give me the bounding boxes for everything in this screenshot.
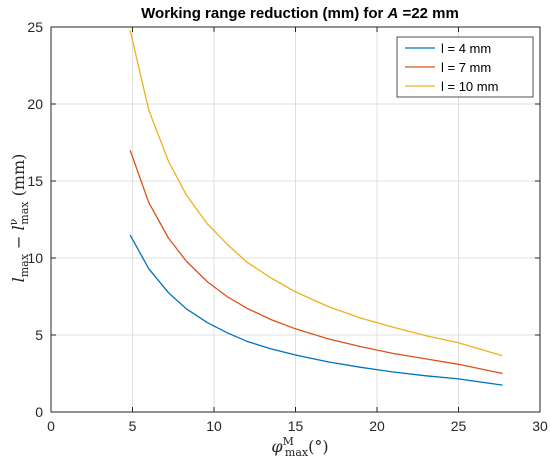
y-tick-label: 15 — [27, 173, 43, 189]
legend-label-2: l = 7 mm — [441, 60, 491, 75]
series-line-3 — [129, 29, 503, 357]
y-tick-label: 20 — [27, 96, 43, 112]
series-line-2 — [129, 149, 503, 375]
legend-label-1: l = 4 mm — [441, 41, 491, 56]
x-tick-label: 25 — [451, 418, 467, 434]
x-tick-label: 15 — [288, 418, 304, 434]
series-lines — [129, 29, 503, 386]
x-tick-label: 0 — [47, 418, 55, 434]
x-tick-label: 30 — [532, 418, 548, 434]
x-tick-label: 5 — [129, 418, 137, 434]
legend: l = 4 mm l = 7 mm l = 10 mm — [396, 36, 534, 98]
y-axis-label: lmax − lνmax (mm) — [7, 154, 31, 283]
y-tick-label: 25 — [27, 19, 43, 35]
x-axis-label: φM max(°) — [271, 435, 328, 459]
y-tick-label: 5 — [35, 327, 43, 343]
axis-ticks: 0 5 10 15 20 25 30 0 5 10 15 20 25 — [27, 19, 548, 434]
series-line-1 — [129, 234, 503, 386]
y-tick-label: 10 — [27, 250, 43, 266]
x-tick-label: 20 — [369, 418, 385, 434]
legend-label-3: l = 10 mm — [441, 79, 498, 94]
y-tick-label: 0 — [35, 404, 43, 420]
x-tick-label: 10 — [206, 418, 222, 434]
chart-title: Working range reduction (mm) for A =22 m… — [141, 5, 459, 22]
